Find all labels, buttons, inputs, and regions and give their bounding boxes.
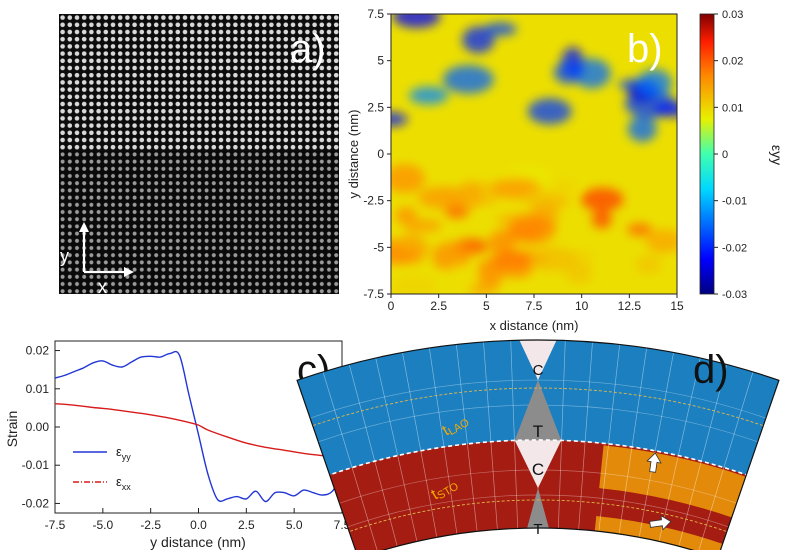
- stem-image-bottom: [59, 151, 339, 294]
- legend-eyy: εyy: [116, 444, 131, 462]
- heatmap-ytick-label: -5: [373, 240, 384, 254]
- cone-mid-light: [514, 440, 562, 488]
- panel-b-label: b): [627, 27, 663, 71]
- cone-bottom-t: T: [533, 521, 542, 538]
- plot-ytick-label: -0.02: [22, 496, 50, 510]
- plot-xtick-label: -7.5: [45, 518, 66, 532]
- plot-xtick-label: -5.0: [92, 518, 113, 532]
- colorbar-tick-label: 0.01: [722, 102, 743, 114]
- heatmap-xlabel: x distance (nm): [490, 318, 579, 333]
- plot-xtick-label: 0.0: [190, 518, 207, 532]
- series-exx-line: [55, 403, 342, 459]
- grid-radial: [374, 353, 419, 547]
- panel-a: a) y x: [59, 14, 339, 297]
- panel-d: C T C T tLAO tSTO d): [296, 339, 780, 550]
- axis-label-x: x: [98, 277, 107, 297]
- grid-radial: [510, 340, 519, 534]
- cone-top-light: [517, 340, 559, 380]
- grid-radial: [657, 353, 702, 547]
- x-arrow-head-icon: [124, 267, 134, 277]
- axis-label-y: y: [60, 246, 69, 266]
- interface-line: [299, 439, 777, 487]
- heatmap-axes: 0 2.5 5 7.5 10 12.5 15 -7.5 -5 -2.5 0 2.5 5 7.5: [363, 7, 684, 313]
- cone-bottom-dark: [525, 488, 551, 534]
- cones: [514, 340, 562, 534]
- colorbar-tick-label: -0.03: [722, 289, 747, 301]
- plot-axes: -7.5 -5.0 -2.5 0.0 2.5 5.0 7.50.020.010.00-0.0…: [22, 344, 351, 532]
- legend-exx: εxx: [116, 474, 131, 492]
- heatmap-xtick-label: 0: [388, 299, 395, 313]
- sto-dashed-line: [321, 499, 755, 543]
- series-eyy-line: [55, 350, 342, 503]
- grid-radial: [482, 340, 499, 535]
- heatmap-xtick-label: 12.5: [618, 299, 642, 313]
- grid-radial: [401, 347, 439, 543]
- panel-b: 0 2.5 5 7.5 10 12.5 15 -7.5 -5 -2.5 0 2.5 5 7.5 x dis…: [346, 7, 785, 333]
- colorbar: [699, 13, 715, 295]
- up-arrow-icon: [646, 452, 662, 473]
- colorbar-label: εyy: [769, 145, 785, 165]
- legend: εyy εxx: [73, 444, 131, 492]
- colorbar-tick-label: 0: [722, 149, 728, 161]
- heatmap-xtick-label: 5: [483, 299, 490, 313]
- orange-upper: [599, 445, 776, 528]
- heatmap-ytick-label: 7.5: [367, 7, 384, 21]
- plot-xtick-label: -2.5: [140, 518, 161, 532]
- heatmap-xtick-label: 2.5: [430, 299, 447, 313]
- colorbar-tick-label: 0.03: [722, 9, 743, 21]
- cone-mid-c: C: [532, 460, 544, 479]
- cone-apex-t: T: [533, 422, 543, 441]
- panel-c: -7.5 -5.0 -2.5 0.0 2.5 5.0 7.50.020.010.00-0.0…: [4, 340, 351, 550]
- heatmap-xtick-label: 7.5: [526, 299, 543, 313]
- grid-radial: [577, 340, 594, 535]
- heatmap-xtick-label: 10: [575, 299, 589, 313]
- panel-a-label: a): [290, 27, 326, 71]
- right-arrow-icon: [649, 515, 672, 531]
- fan-outline: [296, 339, 780, 550]
- heatmap-ytick-label: -2.5: [363, 194, 384, 208]
- heatmap-texture: [391, 14, 677, 294]
- heatmap-ylabel: y distance (nm): [346, 110, 361, 199]
- plot-xtick-label: 5.0: [286, 518, 303, 532]
- plot-xlabel: y distance (nm): [150, 534, 246, 550]
- panel-d-label: d): [693, 348, 729, 392]
- heatmap-ytick-label: 0: [377, 147, 384, 161]
- axis-arrows: [79, 222, 134, 277]
- cone-top-dark: [514, 380, 562, 441]
- colorbar-axes: -0.03 -0.02 -0.01 0 0.01 0.02 0.03: [714, 9, 747, 301]
- stem-image-top: [59, 14, 339, 151]
- colorbar-tick-label: -0.01: [722, 196, 747, 208]
- heatmap-ytick-label: 5: [377, 54, 384, 68]
- plot-ytick-label: 0.00: [26, 420, 50, 434]
- plot-xtick-label: 2.5: [238, 518, 255, 532]
- y-arrow-head-icon: [79, 222, 89, 232]
- heatmap-ytick-label: -7.5: [363, 287, 384, 301]
- plot-ytick-label: 0.01: [26, 382, 50, 396]
- colorbar-tick-label: -0.02: [722, 242, 747, 254]
- colorbar-tick-label: 0.02: [722, 56, 743, 68]
- plot-ytick-label: 0.02: [26, 344, 50, 358]
- heatmap-ytick-label: 2.5: [367, 100, 384, 114]
- grid-radial: [637, 347, 675, 543]
- plot-ytick-label: -0.01: [22, 458, 50, 472]
- cone-top-c: C: [533, 362, 544, 379]
- heatmap-xtick-label: 15: [670, 299, 684, 313]
- plot-ylabel: Strain: [4, 411, 20, 448]
